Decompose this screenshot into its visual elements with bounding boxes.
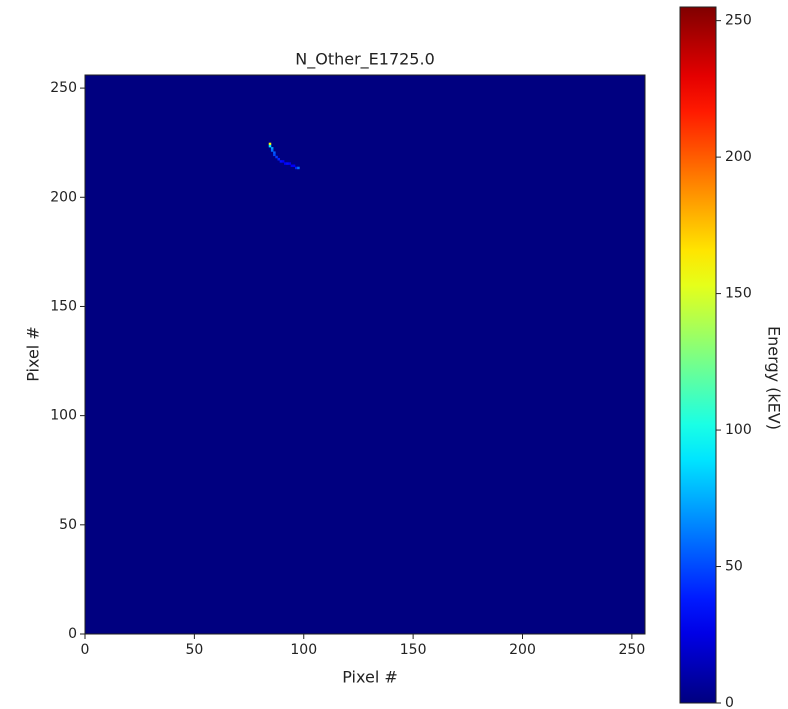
colorbar [680,7,716,703]
heatmap-cell [275,156,277,158]
x-tick-label: 0 [81,642,90,658]
x-tick-label: 200 [509,642,536,658]
y-tick-label: 0 [68,626,77,642]
y-tick-label: 100 [50,408,77,424]
colorbar-tick-label: 0 [725,695,734,709]
y-tick-label: 200 [50,189,77,205]
chart: N_Other_E1725.0 Pixel # Pixel # Energy (… [0,0,788,709]
colorbar-tick-label: 150 [725,286,752,302]
x-axis-label: Pixel # [342,668,398,687]
heatmap-cell [282,160,284,162]
x-tick-label: 50 [185,642,203,658]
heatmap-cell [288,162,290,164]
heatmap-cell [271,149,273,151]
heatmap-cell [284,162,286,164]
heatmap-cell [297,167,299,169]
y-tick-label: 250 [50,80,77,96]
x-tick-label: 150 [400,642,427,658]
colorbar-tick-label: 250 [725,13,752,29]
y-tick-label: 50 [59,517,77,533]
chart-title: N_Other_E1725.0 [295,50,435,70]
colorbar-label: Energy (kEV) [765,326,784,430]
heatmap-cell [271,147,273,149]
heatmap-cell [286,162,288,164]
heatmap-cell [280,160,282,162]
heatmap-cell [291,165,293,167]
heatmap-cell [278,158,280,160]
heatmap-cell [273,151,275,153]
x-tick-label: 100 [290,642,317,658]
heatmap-cell [273,154,275,156]
heatmap-cell [269,145,271,147]
colorbar-tick-label: 200 [725,149,752,165]
heatmap-cell [295,167,297,169]
y-axis-label: Pixel # [24,326,43,382]
heatmap-cell [293,165,295,167]
x-tick-label: 250 [619,642,646,658]
heatmap-background [85,75,645,634]
y-tick-label: 150 [50,298,77,314]
colorbar-tick-label: 100 [725,422,752,438]
heatmap-cell [269,143,271,145]
colorbar-tick-label: 50 [725,559,743,575]
